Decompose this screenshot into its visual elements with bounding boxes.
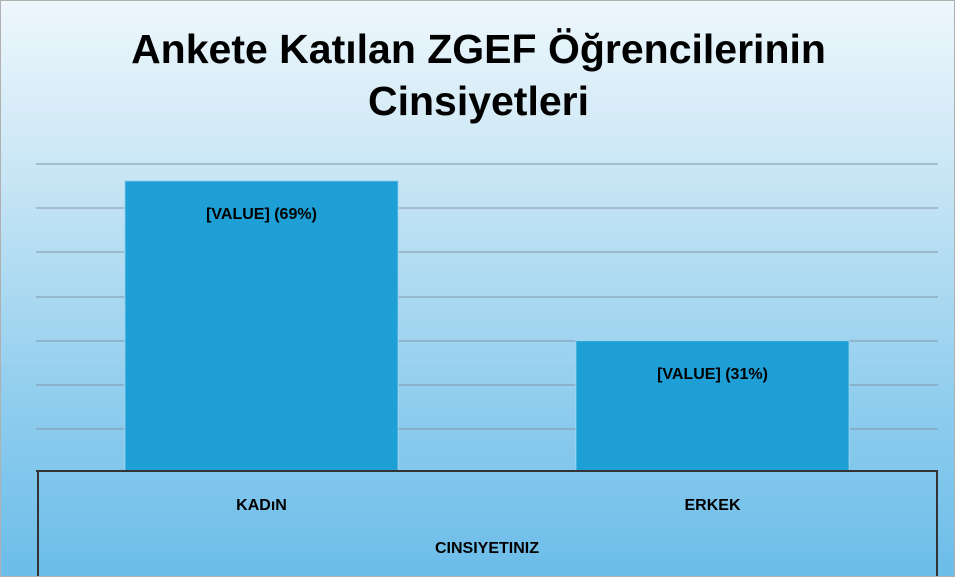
bar [124,180,399,472]
data-label: [VALUE] (69%) [206,206,317,223]
data-label: [VALUE] (31%) [657,366,768,383]
x-axis-title: CINSIYETINIZ [435,540,539,557]
chart-title: Ankete Katılan ZGEF Öğrencilerinin Cinsi… [131,26,826,124]
bars: [VALUE] (69%) [VALUE] (31%) [124,180,850,472]
bar [575,340,850,472]
x-tick-label: ERKEK [684,497,740,514]
x-tick-label: KADıN [236,497,287,514]
